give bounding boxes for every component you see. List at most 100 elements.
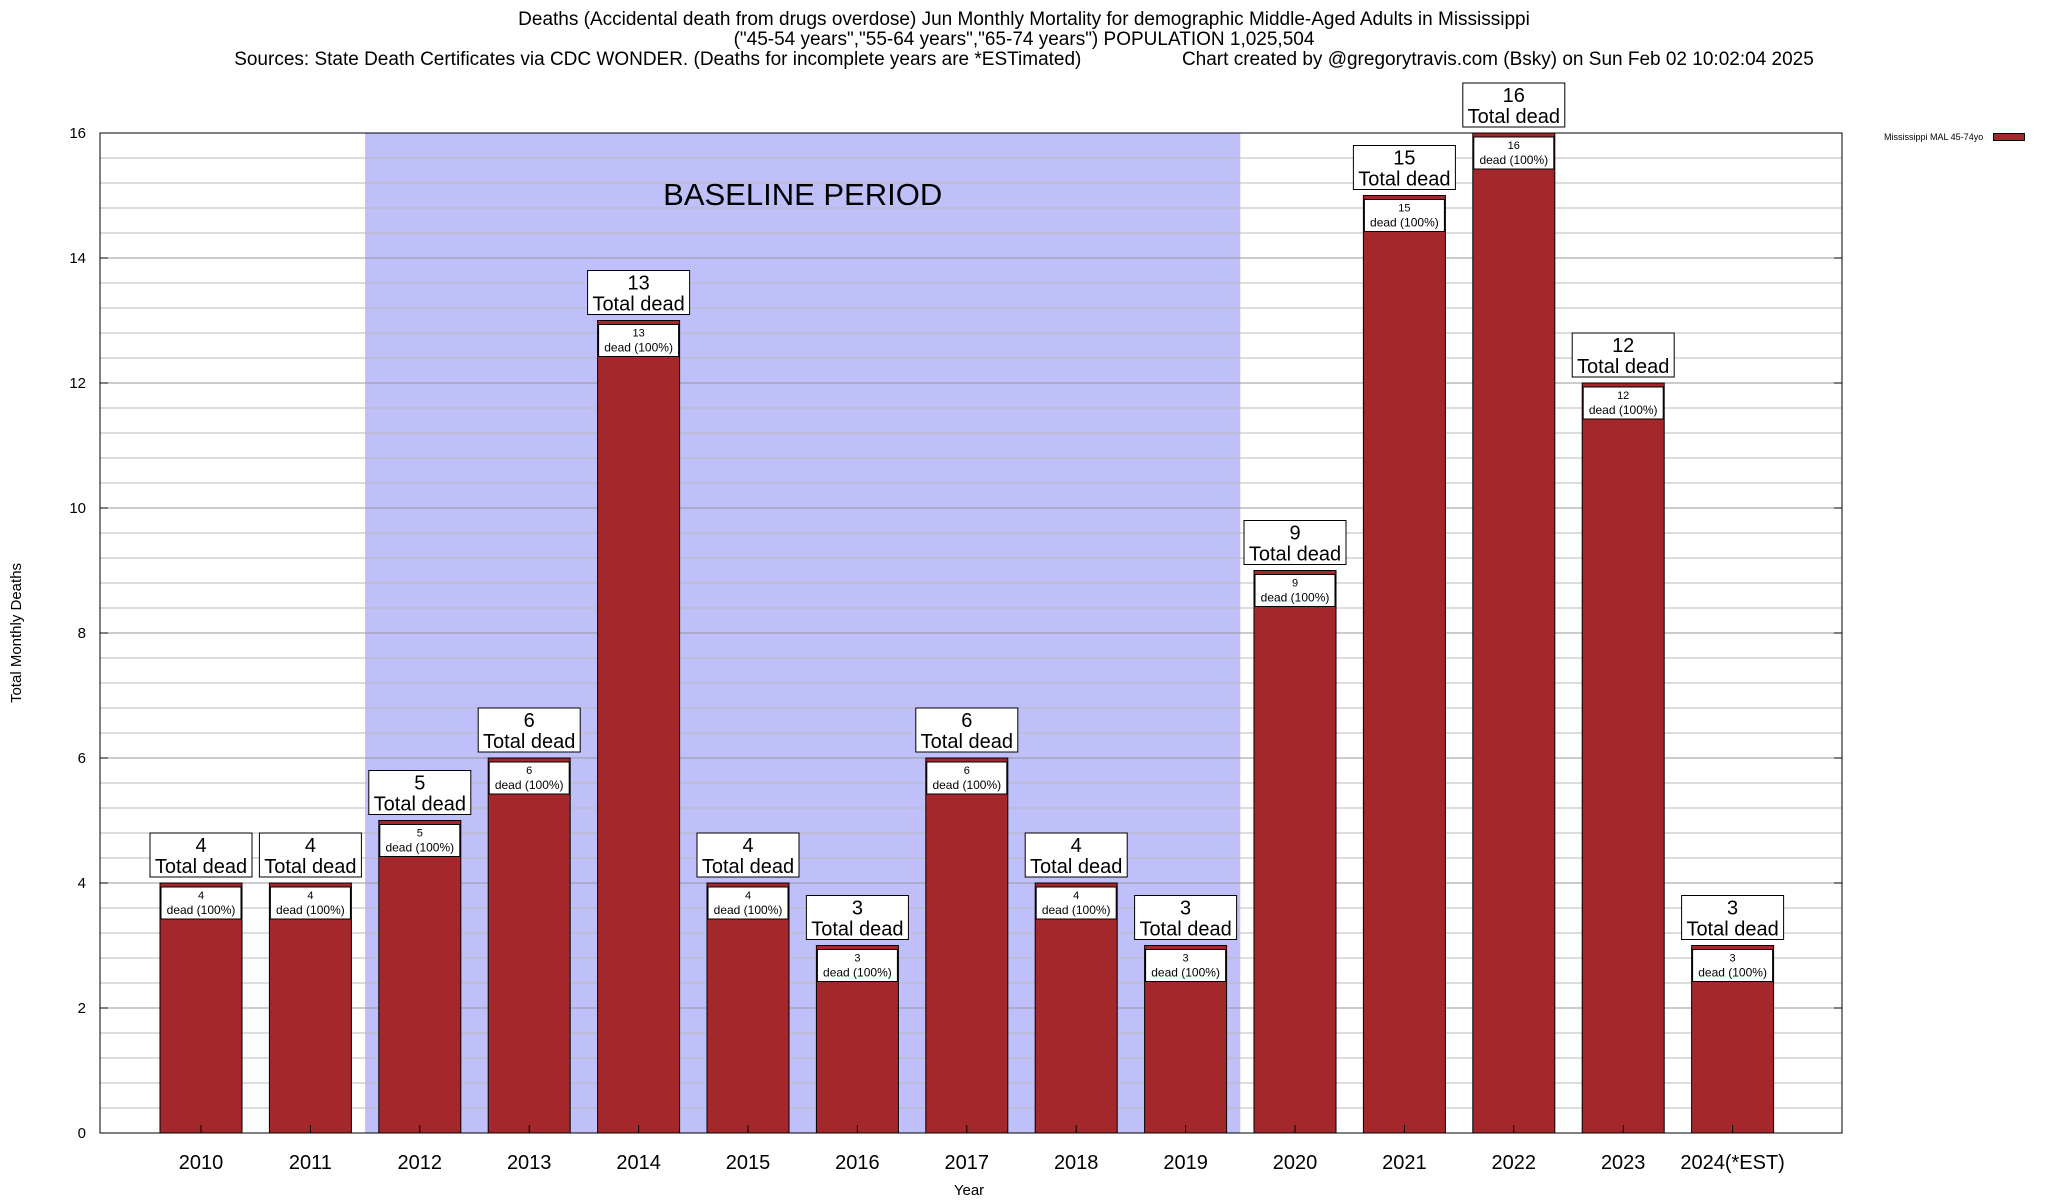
bar-inner-label: dead (100%)	[1698, 966, 1767, 980]
x-axis-label: Year	[954, 1182, 984, 1199]
y-tick-label: 2	[78, 1000, 86, 1017]
total-dead-label: Total dead	[921, 731, 1013, 753]
x-tick-label: 2010	[179, 1152, 224, 1174]
title-line-2: ("45-54 years","55-64 years","65-74 year…	[733, 29, 1315, 50]
bar-inner-value: 9	[1292, 578, 1298, 590]
x-tick-label: 2011	[289, 1152, 332, 1174]
total-dead-label: Total dead	[1249, 544, 1341, 566]
total-value-label: 4	[195, 835, 206, 857]
bar	[925, 757, 1009, 1134]
x-tick-label: 2023	[1601, 1152, 1646, 1174]
bar	[1253, 570, 1337, 1134]
bar-inner-label: dead (100%)	[1479, 153, 1548, 167]
chart-title: Deaths (Accidental death from drugs over…	[0, 10, 2048, 70]
bar-inner-value: 4	[198, 890, 204, 902]
bar-inner-label: dead (100%)	[167, 903, 236, 917]
total-value-label: 4	[305, 835, 316, 857]
bar	[1581, 382, 1665, 1134]
total-value-label: 12	[1612, 335, 1634, 357]
x-tick-label: 2020	[1273, 1152, 1318, 1174]
bar	[597, 320, 681, 1134]
total-dead-label: Total dead	[1358, 169, 1450, 191]
total-dead-label: Total dead	[1577, 356, 1669, 378]
bar-inner-label-box	[926, 761, 1008, 795]
bar-inner-label: dead (100%)	[1261, 591, 1330, 605]
total-label-box	[1462, 82, 1566, 128]
bar-inner-label: dead (100%)	[932, 778, 1001, 792]
total-label-box	[1681, 895, 1785, 940]
total-label-box	[696, 832, 800, 878]
bar-inner-label: dead (100%)	[276, 903, 345, 917]
x-tick-label: 2022	[1492, 1152, 1537, 1174]
y-tick-label: 12	[69, 375, 86, 392]
sources-text: Sources: State Death Certificates via CD…	[234, 49, 1082, 70]
bar-inner-label-box	[598, 324, 680, 357]
bar	[1472, 132, 1556, 1134]
total-label-box	[1352, 145, 1456, 190]
total-dead-label: Total dead	[483, 731, 575, 753]
total-dead-label: Total dead	[1030, 856, 1122, 878]
plot-frame	[99, 132, 1843, 1134]
bar-inner-label-box	[160, 886, 242, 920]
bar-inner-label: dead (100%)	[1589, 403, 1658, 417]
bar-inner-value: 6	[526, 765, 532, 777]
bar-inner-value: 13	[632, 328, 644, 340]
bar-inner-label: dead (100%)	[495, 778, 564, 792]
bar-inner-label-box	[488, 761, 570, 795]
title-line-1: Deaths (Accidental death from drugs over…	[518, 9, 1530, 30]
bar-inner-label-box	[816, 949, 898, 982]
bar	[487, 757, 571, 1134]
total-value-label: 6	[524, 710, 535, 732]
bar	[706, 882, 790, 1134]
x-tick-label: 2012	[398, 1152, 443, 1174]
bar	[1362, 195, 1446, 1134]
total-label-box	[477, 707, 581, 753]
total-value-label: 3	[852, 898, 863, 920]
total-label-box	[1134, 895, 1238, 940]
x-tick-label: 2013	[507, 1152, 552, 1174]
total-label-box	[258, 832, 362, 878]
x-tick-label: 2016	[835, 1152, 880, 1174]
y-tick-label: 16	[69, 125, 86, 142]
y-tick-label: 8	[78, 625, 86, 642]
total-label-box	[587, 270, 691, 315]
baseline-period-label: BASELINE PERIOD	[663, 177, 942, 212]
bar-inner-value: 15	[1398, 203, 1410, 215]
bar-inner-label: dead (100%)	[1151, 966, 1220, 980]
y-axis-label: Total Monthly Deaths	[8, 563, 25, 703]
total-dead-label: Total dead	[264, 856, 356, 878]
x-tick-label: 2024(*EST)	[1680, 1152, 1785, 1174]
bar-inner-label-box	[1145, 949, 1227, 982]
bar-inner-value: 3	[854, 953, 860, 965]
bar	[1034, 882, 1118, 1134]
x-tick-label: 2015	[726, 1152, 771, 1174]
bar-inner-label: dead (100%)	[823, 966, 892, 980]
total-value-label: 4	[742, 835, 753, 857]
total-dead-label: Total dead	[811, 919, 903, 941]
legend: Mississippi MAL 45-74yo	[1884, 132, 2026, 142]
bar-inner-label-box	[269, 886, 351, 920]
total-value-label: 9	[1289, 523, 1300, 545]
bar	[268, 882, 352, 1134]
bar-inner-label: dead (100%)	[1370, 216, 1439, 230]
x-tick-label: 2021	[1382, 1152, 1427, 1174]
bar-inner-value: 12	[1617, 390, 1629, 402]
total-value-label: 15	[1393, 148, 1415, 170]
bar-inner-label-box	[1582, 386, 1664, 420]
total-value-label: 4	[1071, 835, 1082, 857]
bar-inner-label-box	[707, 886, 789, 920]
total-label-box	[1243, 520, 1347, 565]
bar-inner-label-box	[1692, 949, 1774, 982]
y-tick-label: 10	[69, 500, 86, 517]
total-label-box	[915, 707, 1019, 753]
y-tick-label: 4	[78, 875, 86, 892]
bar-inner-value: 6	[964, 765, 970, 777]
total-dead-label: Total dead	[1468, 106, 1560, 128]
bar-inner-label-box	[379, 824, 461, 857]
total-label-box	[1571, 332, 1675, 378]
y-tick-label: 6	[78, 750, 86, 767]
total-value-label: 5	[414, 773, 425, 795]
bar-inner-value: 3	[1730, 953, 1736, 965]
credit-text: Chart created by @gregorytravis.com (Bsk…	[1181, 49, 1814, 70]
